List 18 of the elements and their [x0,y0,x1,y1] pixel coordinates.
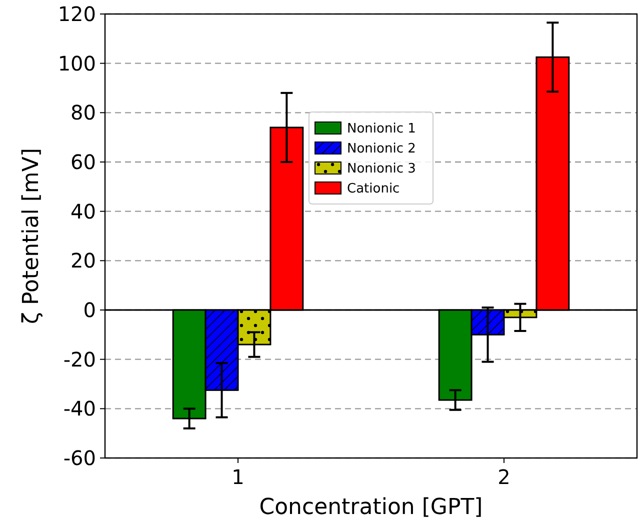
legend-label: Nonionic 3 [347,162,416,177]
y-tick-label: 40 [70,199,96,224]
y-tick-label: 60 [70,150,96,174]
y-tick-label: 0 [83,298,96,322]
y-tick-label: 100 [58,51,96,76]
y-tick-label: -60 [63,446,96,470]
y-tick-label: 80 [70,100,96,125]
x-tick-label: 1 [232,465,244,489]
y-tick-label: -40 [63,396,96,421]
x-axis-title: Concentration [GPT] [259,495,483,520]
y-axis-title: ζ Potential [mV] [19,148,44,324]
legend-label: Cationic [347,182,400,197]
legend-label: Nonionic 2 [347,142,416,157]
y-tick-label: 20 [70,248,96,273]
y-tick-label: -20 [63,347,96,372]
y-tick-label: 120 [58,2,96,26]
x-tick-label: 2 [498,465,510,489]
legend-label: Nonionic 1 [347,122,416,137]
